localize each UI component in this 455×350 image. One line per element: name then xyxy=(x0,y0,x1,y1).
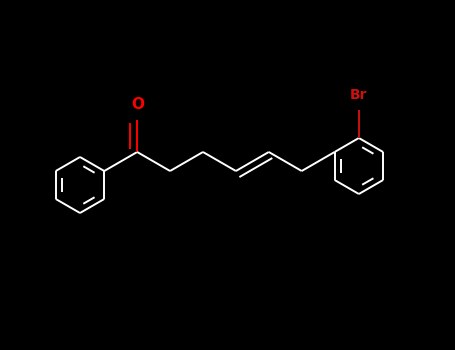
Text: Br: Br xyxy=(350,88,368,102)
Text: O: O xyxy=(131,97,145,112)
